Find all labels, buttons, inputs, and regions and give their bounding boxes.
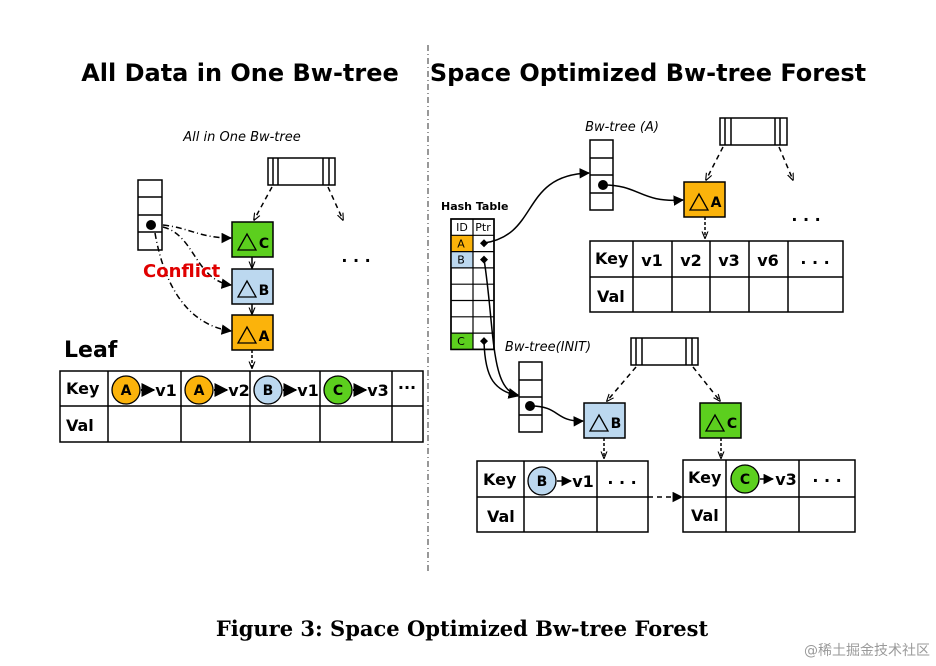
svg-text:. . .: . . . <box>800 249 829 268</box>
mapping-table <box>137 179 163 251</box>
svg-text:B: B <box>457 254 465 267</box>
figure-caption: Figure 3: Space Optimized Bw-tree Forest <box>216 616 709 641</box>
leaf-table-c: Key Val C v3 . . . <box>682 459 856 533</box>
svg-text:Key: Key <box>66 379 100 398</box>
key-circle <box>184 375 214 405</box>
right-title: Space Optimized Bw-tree Forest <box>430 59 866 87</box>
svg-text:Key: Key <box>595 249 629 268</box>
leaf-table-a: Key Val v1 v2 v3 v6 . . . <box>589 240 844 313</box>
svg-text:v3: v3 <box>367 381 389 400</box>
svg-text:. . .: . . . <box>607 469 636 488</box>
left-title: All Data in One Bw-tree <box>81 59 399 87</box>
svg-text:Val: Val <box>487 507 515 526</box>
leaf-table-b: Key Val B v1 . . . <box>476 460 649 533</box>
svg-text:B: B <box>259 283 270 299</box>
inner-node <box>267 157 336 186</box>
svg-text:A: A <box>711 195 722 211</box>
delta-c: C <box>699 402 742 439</box>
svg-text:A: A <box>194 383 205 399</box>
svg-text:v1: v1 <box>641 251 663 270</box>
svg-text:A: A <box>457 237 465 250</box>
key-circle <box>253 375 283 405</box>
delta-icon <box>588 413 610 432</box>
svg-text:B: B <box>263 383 274 399</box>
svg-text:A: A <box>121 383 132 399</box>
bw-tree-init-label: Bw-tree(INIT) <box>505 340 591 355</box>
svg-text:C: C <box>333 383 343 399</box>
delta-icon <box>236 232 258 251</box>
svg-text:Key: Key <box>483 470 517 489</box>
inner-node-a <box>719 117 788 146</box>
mapping-table-init <box>518 361 543 433</box>
delta-b: B <box>231 268 274 305</box>
delta-icon <box>704 413 726 432</box>
svg-text:v1: v1 <box>297 381 319 400</box>
delta-b: B <box>583 402 626 439</box>
svg-text:Key: Key <box>688 468 722 487</box>
svg-text:v3: v3 <box>775 470 797 489</box>
svg-text:v2: v2 <box>680 251 702 270</box>
mapping-table-a <box>589 139 614 211</box>
svg-text:Val: Val <box>691 506 719 525</box>
svg-text:v3: v3 <box>718 251 740 270</box>
tree-label: All in One Bw-tree <box>182 130 301 145</box>
hash-table-label: Hash Table <box>441 200 508 213</box>
delta-icon <box>236 279 258 298</box>
watermark: @稀土掘金技术社区 <box>804 643 930 659</box>
ellipsis: . . . <box>791 206 820 225</box>
left-panel: All in One Bw-tree . . . C B A <box>59 130 424 443</box>
svg-text:C: C <box>740 472 750 488</box>
leaf-label: Leaf <box>64 338 118 363</box>
svg-text:A: A <box>259 329 270 345</box>
svg-text:Val: Val <box>66 416 94 435</box>
svg-text:B: B <box>611 416 622 432</box>
pointer-icon <box>480 239 488 248</box>
bw-tree-a-label: Bw-tree (A) <box>585 120 659 135</box>
svg-text:Val: Val <box>597 287 625 306</box>
svg-text:v2: v2 <box>228 381 250 400</box>
svg-text:C: C <box>259 236 269 252</box>
svg-text:C: C <box>457 335 465 348</box>
delta-c: C <box>231 221 274 258</box>
delta-icon <box>688 192 710 211</box>
svg-text:···: ··· <box>398 378 416 397</box>
svg-text:C: C <box>727 416 737 432</box>
hash-header: Ptr <box>475 221 491 234</box>
key-circle <box>323 375 353 405</box>
key-circle <box>111 375 141 405</box>
svg-text:v6: v6 <box>757 251 779 270</box>
svg-text:. . .: . . . <box>812 467 841 486</box>
delta-a: A <box>231 314 274 351</box>
ellipsis: . . . <box>341 247 370 266</box>
hash-header: ID <box>456 221 468 234</box>
svg-text:v1: v1 <box>155 381 177 400</box>
svg-text:v1: v1 <box>572 472 594 491</box>
inner-node-init <box>630 337 699 366</box>
conflict-label: Conflict <box>143 261 221 282</box>
svg-text:B: B <box>537 474 548 490</box>
hash-table: ID Ptr AB C <box>450 218 495 351</box>
delta-a: A <box>683 181 726 218</box>
delta-icon <box>236 325 258 344</box>
